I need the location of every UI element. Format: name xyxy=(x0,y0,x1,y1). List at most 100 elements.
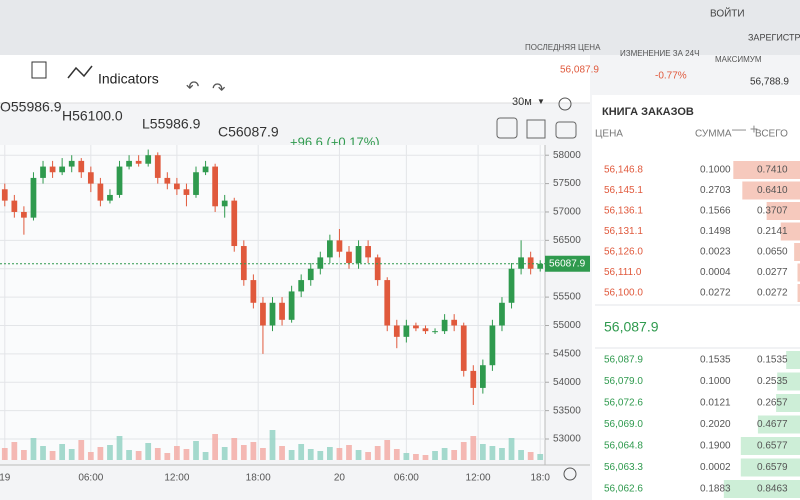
candle-body xyxy=(307,268,314,281)
order-book-controls[interactable]: — + xyxy=(732,121,758,137)
candle-body xyxy=(460,325,467,371)
volume-bar xyxy=(250,442,257,460)
x-tick-label: 06:00 xyxy=(78,473,103,484)
total: 0.2535 xyxy=(757,376,788,387)
candle-body xyxy=(154,155,161,178)
x-tick-label: 19 xyxy=(0,473,11,484)
candle-body xyxy=(78,160,85,173)
candle-body xyxy=(21,211,27,218)
y-tick-label: 57500 xyxy=(553,178,581,189)
volume-bar xyxy=(384,440,391,460)
candle-body xyxy=(1,189,8,201)
axis-settings[interactable] xyxy=(563,467,577,481)
register[interactable]: ЗАРЕГИСТРИРОВАТЬСЯ xyxy=(748,32,800,42)
chart-type-icon[interactable] xyxy=(31,61,47,79)
x-tick-label: 06:00 xyxy=(394,473,419,484)
amount: 0.1498 xyxy=(700,226,731,237)
volume-bar xyxy=(432,451,438,460)
total: 0.8463 xyxy=(757,484,788,495)
price: 56,131.1 xyxy=(604,226,643,237)
volume-bar xyxy=(212,434,218,460)
undo[interactable]: ↶ xyxy=(186,79,199,96)
column-header: ВСЕГО xyxy=(755,129,788,140)
volume-bar xyxy=(145,443,152,460)
candle-body xyxy=(221,200,228,207)
depth-bar xyxy=(766,202,800,220)
candle-body xyxy=(384,280,391,326)
depth-bar xyxy=(740,437,800,455)
volume-bar xyxy=(78,440,85,460)
last-price-label: 56087.9 xyxy=(549,258,586,269)
volume-bar xyxy=(40,446,46,460)
depth-bar xyxy=(757,415,800,434)
depth-bar xyxy=(797,263,800,282)
indicators-icon[interactable] xyxy=(67,65,93,79)
depth-bar xyxy=(786,351,800,369)
toolbar xyxy=(0,55,590,103)
candle-body xyxy=(145,155,152,164)
x-tick-label: 12:00 xyxy=(466,473,491,484)
y-tick-label: 57000 xyxy=(553,207,581,218)
candle-body xyxy=(183,189,190,195)
candle-body xyxy=(49,166,56,173)
y-tick-label: 58000 xyxy=(553,150,581,161)
candle-body xyxy=(126,160,132,167)
candle-body xyxy=(40,166,46,178)
login[interactable]: ВОЙТИ xyxy=(710,7,745,20)
interval-arrow[interactable]: ▼ xyxy=(537,97,545,106)
price: 56,064.8 xyxy=(604,441,643,452)
volume-bar xyxy=(422,455,429,460)
candle-body xyxy=(499,302,505,326)
last-trade: 56,087.9 xyxy=(604,319,659,335)
candle-body xyxy=(422,328,429,332)
depth-bar xyxy=(742,181,800,200)
total: 0.4677 xyxy=(757,419,788,430)
order-book-title: КНИГА ЗАКАЗОВ xyxy=(602,106,694,118)
reset-icon[interactable] xyxy=(558,97,572,111)
redo[interactable]: ↷ xyxy=(212,81,226,98)
candle-body xyxy=(479,365,486,388)
y-tick-label: 54000 xyxy=(553,377,581,388)
y-tick-label: 56500 xyxy=(553,235,581,246)
price: 56,072.6 xyxy=(604,398,643,409)
screenshot-icon[interactable] xyxy=(555,121,577,139)
volume-bar xyxy=(68,449,75,460)
volume-bar xyxy=(154,448,161,460)
volume-bar xyxy=(317,451,324,460)
candle-body xyxy=(432,331,438,333)
indicators-button[interactable]: Indicators xyxy=(98,71,159,87)
candle-body xyxy=(317,257,324,269)
volume-bar xyxy=(374,446,381,460)
amount: 0.0023 xyxy=(700,247,731,258)
amount: 0.1535 xyxy=(700,355,731,366)
price: 56,145.1 xyxy=(604,185,643,196)
volume-bar xyxy=(164,453,171,460)
candle-body xyxy=(365,246,371,258)
candle-body xyxy=(11,200,18,212)
volume-bar xyxy=(269,430,276,460)
amount: 0.1566 xyxy=(700,206,731,217)
total: 0.6410 xyxy=(757,185,788,196)
volume-bar xyxy=(126,450,132,460)
total: 0.2141 xyxy=(757,226,788,237)
volume-bar xyxy=(183,449,190,460)
volume-bar xyxy=(499,448,505,460)
legend-close: C56087.9 xyxy=(218,124,279,140)
x-tick-label: 12:00 xyxy=(164,473,189,484)
settings-icon[interactable] xyxy=(496,117,518,139)
total: 0.6577 xyxy=(757,441,788,452)
volume-bar xyxy=(336,448,343,460)
amount: 0.1883 xyxy=(700,484,731,495)
volume-bar xyxy=(298,444,305,460)
depth-bar xyxy=(723,480,800,498)
y-tick-label: 55000 xyxy=(553,320,581,331)
volume-bar xyxy=(441,448,448,460)
interval-select[interactable]: 30м xyxy=(512,96,532,108)
candle-body xyxy=(413,325,419,329)
candle-body xyxy=(451,319,458,326)
fullscreen-icon[interactable] xyxy=(526,119,546,139)
total: 0.0650 xyxy=(757,247,788,258)
volume-bar xyxy=(1,448,8,460)
candle-body xyxy=(30,177,37,218)
